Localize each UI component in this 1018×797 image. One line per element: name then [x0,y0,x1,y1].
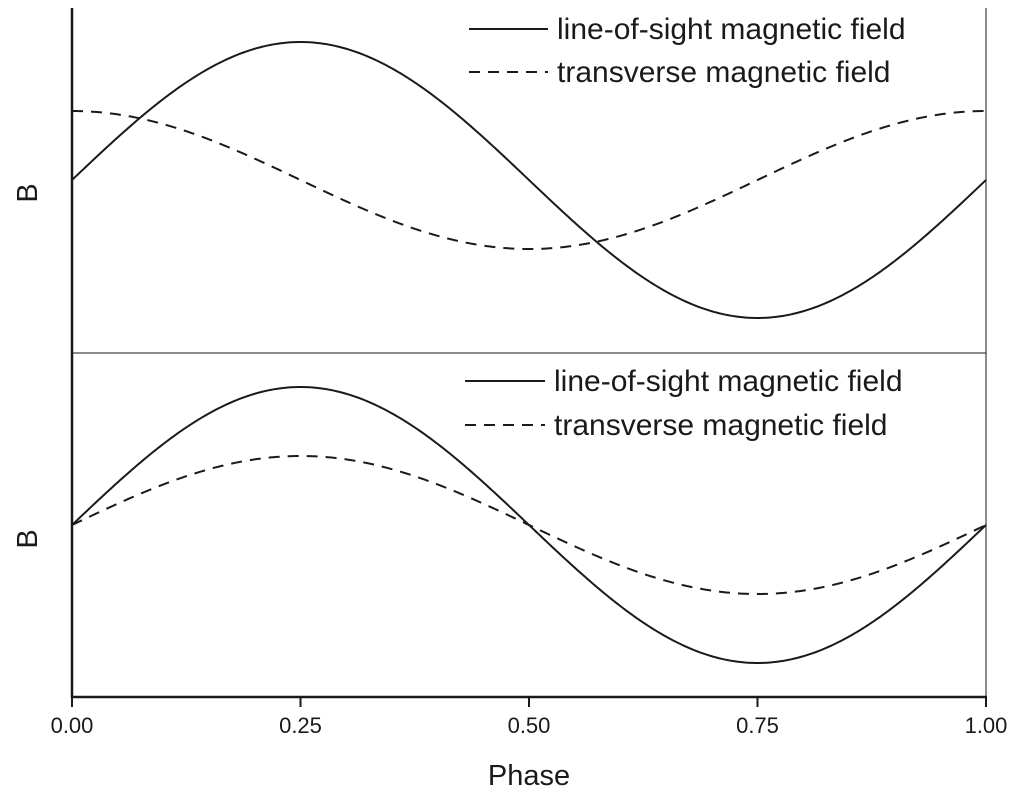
x-tick-layer: 0.00 0.25 0.50 0.75 1.00 [51,697,1008,738]
bottom-legend-solid-label: line-of-sight magnetic field [554,365,903,398]
x-tick-label: 0.00 [51,713,94,738]
x-tick-label: 0.75 [736,713,779,738]
bottom-y-axis-label: B [12,529,44,548]
axes-frame [70,8,987,699]
bottom-legend-dashed-label: transverse magnetic field [554,409,888,442]
top-transverse-series-line [71,110,987,251]
top-y-axis-label: B [12,183,44,202]
x-tick-label: 0.25 [279,713,322,738]
top-legend: line-of-sight magnetic field transverse … [469,13,906,89]
top-legend-solid-label: line-of-sight magnetic field [557,13,906,46]
bottom-legend: line-of-sight magnetic field transverse … [465,365,903,442]
top-legend-dashed-label: transverse magnetic field [557,56,891,89]
x-tick-label: 1.00 [965,713,1008,738]
top-line-of-sight-series-line [71,40,987,320]
bottom-transverse-series-line [71,454,987,596]
x-tick-label: 0.50 [508,713,551,738]
x-axis-label: Phase [488,760,570,792]
series-layer [71,40,987,665]
